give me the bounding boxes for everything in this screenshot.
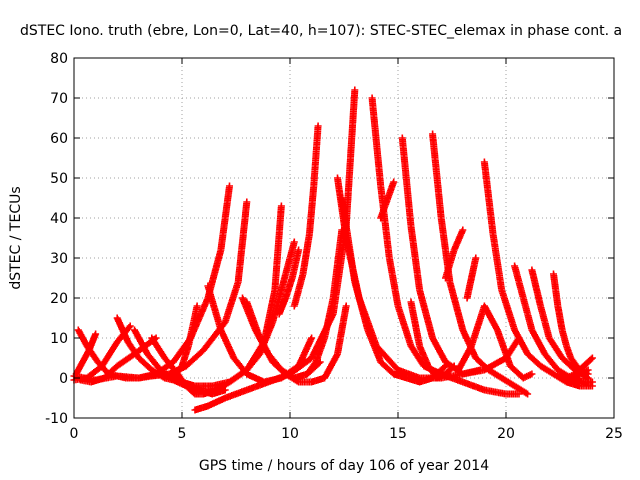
series-markers (407, 298, 458, 382)
series-markers (398, 134, 523, 378)
y-tick-label: 0 (59, 371, 68, 387)
x-tick-label: 15 (389, 426, 407, 442)
series-markers (480, 158, 596, 390)
series-25 (455, 302, 536, 382)
series-markers (442, 226, 467, 282)
y-tick-label: 80 (50, 51, 68, 67)
series-markers (72, 330, 100, 378)
series-markers (303, 226, 346, 378)
series-22 (407, 298, 458, 382)
series-markers (275, 246, 303, 318)
y-axis-label: dSTEC / TECUs (8, 186, 24, 289)
chart-title: dSTEC Iono. truth (ebre, Lon=0, Lat=40, … (20, 23, 622, 39)
series-markers (511, 262, 596, 386)
series-5 (77, 334, 160, 386)
series-15 (290, 122, 322, 310)
y-tick-label: 70 (50, 91, 68, 107)
series-24 (442, 226, 467, 282)
x-tick-label: 5 (178, 426, 187, 442)
series-20 (377, 178, 398, 222)
series-markers (148, 238, 298, 398)
series-14 (275, 246, 303, 318)
y-tick-label: -10 (45, 411, 68, 427)
series-28 (511, 262, 596, 386)
series-4 (72, 330, 100, 378)
series-32 (567, 366, 592, 386)
series-16 (303, 226, 346, 378)
x-tick-label: 0 (70, 426, 79, 442)
x-tick-label: 25 (605, 426, 623, 442)
series-9 (169, 302, 201, 382)
series-21 (398, 134, 523, 378)
data-series (70, 86, 596, 414)
x-tick-label: 20 (497, 426, 515, 442)
series-markers (455, 302, 536, 382)
series-markers (567, 366, 592, 386)
series-18 (338, 194, 449, 386)
series-markers (243, 298, 350, 386)
series-markers (377, 178, 398, 222)
series-8 (148, 238, 298, 398)
y-tick-label: 60 (50, 131, 68, 147)
series-26 (463, 254, 480, 302)
x-tick-label: 10 (281, 426, 299, 442)
plot-frame (73, 57, 615, 419)
series-markers (169, 302, 201, 382)
series-13 (243, 298, 350, 386)
y-tick-label: 30 (50, 251, 68, 267)
series-markers (290, 122, 322, 310)
y-tick-label: 20 (50, 291, 68, 307)
y-tick-label: 50 (50, 171, 68, 187)
series-markers (77, 334, 160, 386)
series-markers (463, 254, 480, 302)
series-markers (338, 194, 449, 386)
x-axis-label: GPS time / hours of day 106 of year 2014 (199, 458, 489, 474)
y-tick-label: 40 (50, 211, 68, 227)
series-27 (480, 158, 596, 390)
y-tick-label: 10 (50, 331, 68, 347)
